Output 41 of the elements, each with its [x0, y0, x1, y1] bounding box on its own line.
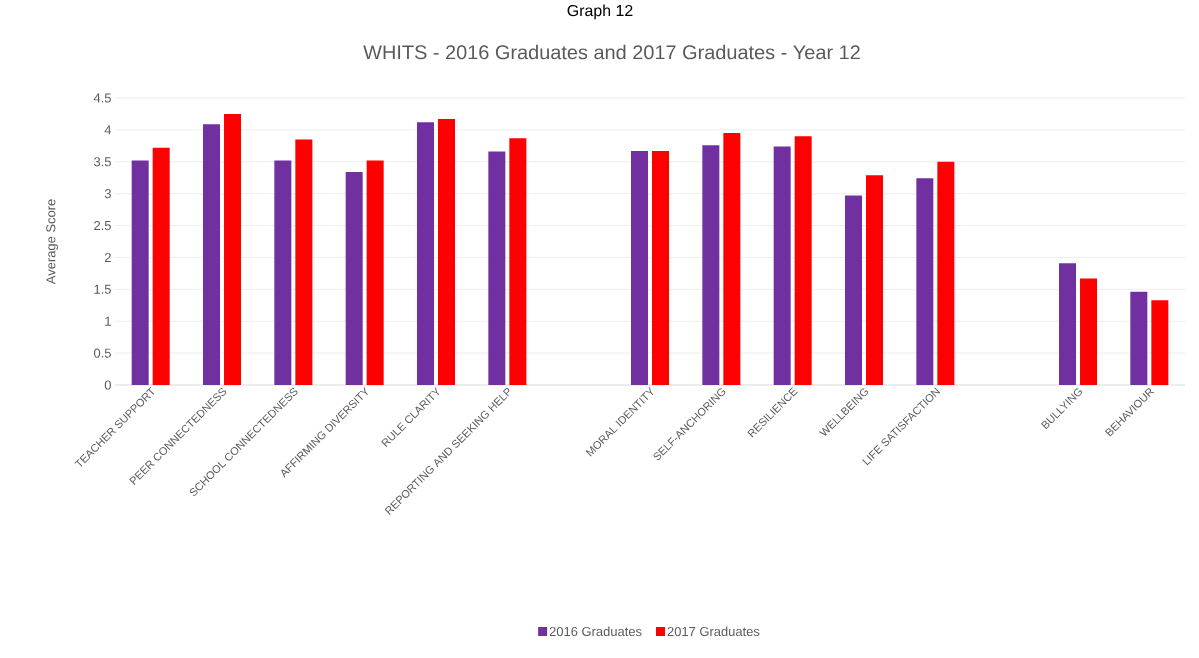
y-tick-label: 1	[105, 316, 111, 326]
bar	[345, 171, 363, 385]
legend-label: 2016 Graduates	[549, 626, 642, 637]
y-tick-label: 2.5	[94, 220, 111, 231]
y-tick-label: 1.5	[94, 284, 111, 294]
bar	[488, 151, 506, 385]
y-tick-label: 0.5	[93, 348, 111, 358]
bar	[438, 119, 456, 385]
bar	[1080, 278, 1098, 385]
bar	[631, 150, 649, 385]
y-tick-label: 4.5	[93, 93, 111, 103]
bar	[274, 160, 292, 385]
y-tick-label: 0	[104, 380, 111, 390]
bar	[723, 133, 741, 385]
bar	[366, 160, 384, 385]
y-tick-label: 2	[104, 252, 111, 262]
y-tick-label: 4	[104, 125, 112, 135]
bar	[509, 138, 527, 385]
bar	[224, 113, 242, 385]
bar	[295, 139, 313, 385]
bar	[916, 178, 934, 385]
bar	[152, 147, 170, 385]
bar	[702, 145, 720, 385]
y-axis-title: Average Score	[46, 199, 58, 285]
bar	[131, 160, 149, 385]
bar	[866, 175, 884, 385]
bar	[1151, 300, 1169, 385]
bar	[1059, 263, 1077, 385]
bar	[652, 150, 670, 385]
y-tick-label: 3	[104, 189, 111, 199]
bar	[417, 122, 435, 385]
bar	[937, 161, 955, 385]
y-tick-label: 3.5	[93, 157, 111, 167]
bar	[845, 195, 863, 385]
chart-title: WHITS - 2016 Graduates and 2017 Graduates - Year 12	[363, 44, 860, 60]
bar	[794, 136, 812, 385]
bar	[1130, 291, 1148, 385]
bar	[203, 124, 221, 385]
bar	[773, 146, 791, 385]
legend-label: 2017 Graduates	[667, 626, 760, 637]
caption: Graph 12	[567, 4, 633, 20]
